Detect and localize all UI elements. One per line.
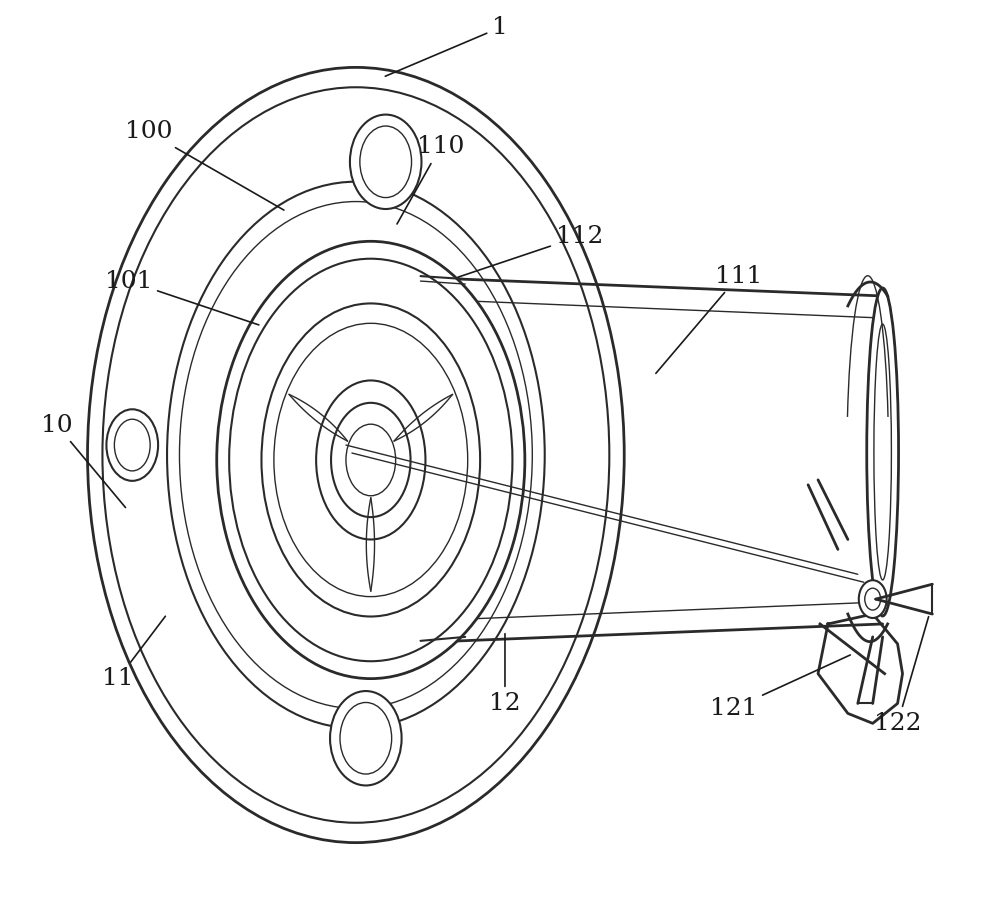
Text: 110: 110 [397, 136, 464, 224]
Ellipse shape [274, 323, 468, 597]
Ellipse shape [867, 288, 899, 616]
Text: 11: 11 [102, 616, 165, 690]
Text: 111: 111 [656, 265, 762, 373]
Ellipse shape [261, 303, 480, 616]
Text: 1: 1 [385, 16, 508, 76]
Text: 12: 12 [489, 633, 521, 715]
Ellipse shape [346, 424, 396, 496]
Ellipse shape [217, 241, 525, 679]
Text: 121: 121 [710, 655, 850, 720]
Text: 122: 122 [874, 617, 929, 735]
Text: 112: 112 [458, 225, 603, 278]
Ellipse shape [106, 410, 158, 480]
Ellipse shape [167, 182, 545, 728]
Ellipse shape [331, 403, 411, 517]
Ellipse shape [88, 67, 624, 843]
Text: 100: 100 [125, 120, 284, 210]
Ellipse shape [316, 380, 425, 540]
Ellipse shape [229, 258, 512, 662]
Text: 101: 101 [105, 269, 259, 325]
Ellipse shape [330, 691, 402, 785]
Ellipse shape [859, 581, 887, 618]
Ellipse shape [102, 87, 609, 823]
Ellipse shape [350, 115, 421, 209]
Text: 10: 10 [41, 414, 126, 508]
Ellipse shape [179, 201, 532, 709]
